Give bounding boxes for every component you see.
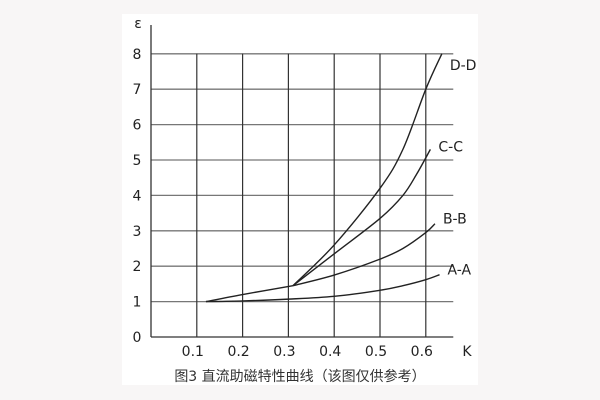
y-tick-label: 7 xyxy=(133,82,142,98)
y-tick-label: 6 xyxy=(133,118,142,134)
y-tick-label: 4 xyxy=(133,188,142,204)
series-label: D-D xyxy=(450,58,477,74)
x-axis-label: K xyxy=(462,344,472,360)
y-tick-label: 3 xyxy=(133,224,142,240)
chart-panel xyxy=(122,14,478,385)
curve-c-c xyxy=(292,149,431,287)
curve-base xyxy=(205,284,294,303)
x-tick-label: 0.6 xyxy=(411,344,433,360)
x-tick-label: 0.1 xyxy=(182,344,204,360)
figure-caption: 图3 直流助磁特性曲线（该图仅供参考） xyxy=(174,369,426,385)
y-tick-label: 5 xyxy=(133,153,142,169)
series-label: B-B xyxy=(443,212,467,228)
series-label: A-A xyxy=(448,263,472,279)
y-tick-label: 0 xyxy=(133,330,142,346)
x-tick-label: 0.2 xyxy=(227,344,249,360)
curve-b-b xyxy=(292,223,436,287)
y-axis-label: ε xyxy=(134,16,142,32)
x-tick-label: 0.5 xyxy=(365,344,387,360)
y-tick-label: 1 xyxy=(133,295,142,311)
curve-a-a xyxy=(205,274,440,303)
y-tick-label: 2 xyxy=(133,259,142,275)
y-tick-label: 8 xyxy=(133,47,142,63)
x-tick-label: 0.4 xyxy=(319,344,341,360)
series-label: C-C xyxy=(438,139,463,155)
x-tick-label: 0.3 xyxy=(273,344,295,360)
curve-d-d xyxy=(292,53,443,287)
